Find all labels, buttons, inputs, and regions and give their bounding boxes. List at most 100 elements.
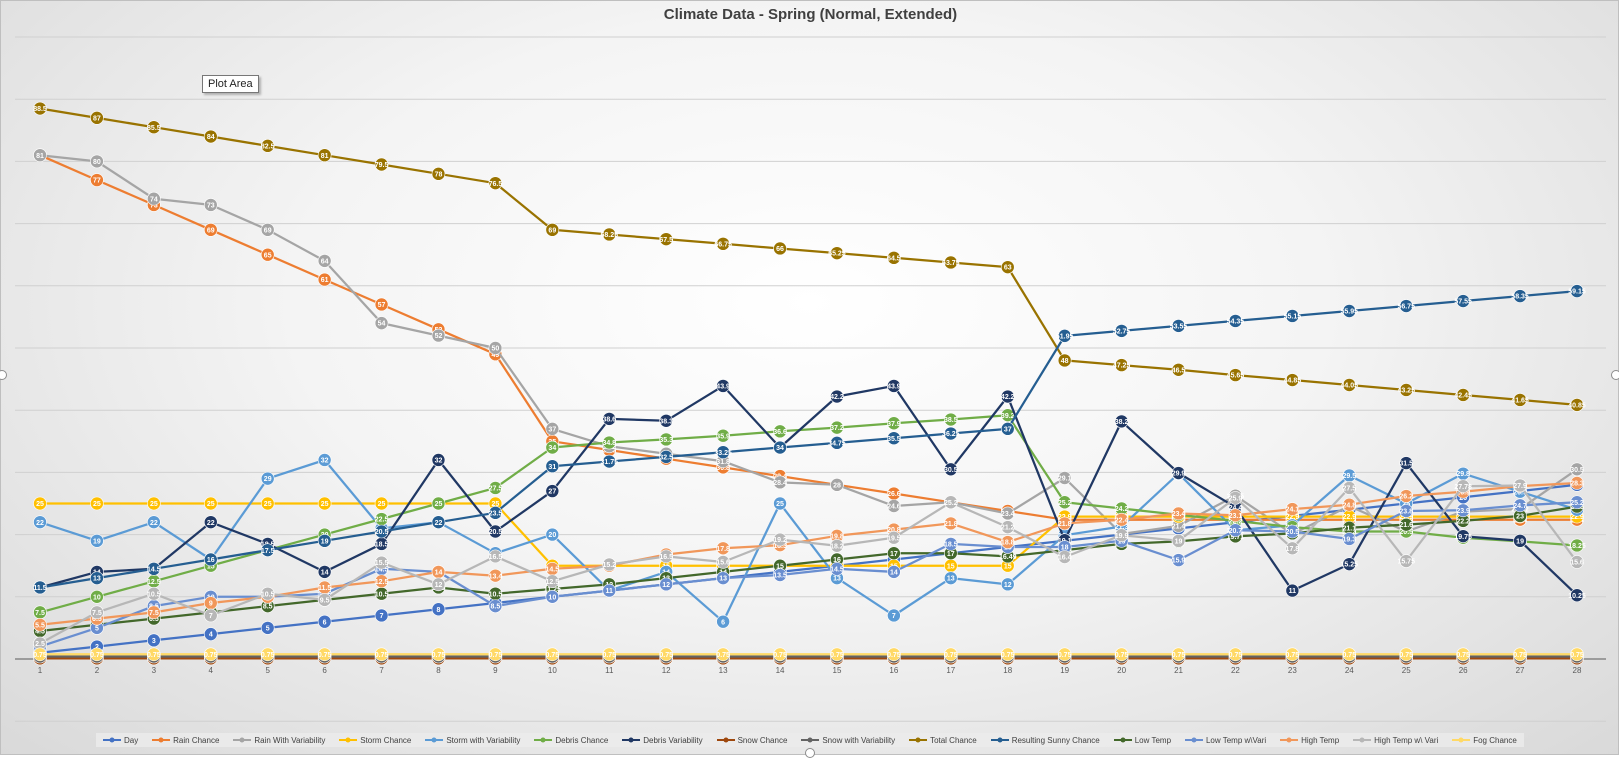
legend-item[interactable]: Total Chance [909, 736, 977, 745]
data-point [773, 241, 787, 256]
resize-handle-left[interactable] [0, 370, 7, 380]
data-label: 7 [892, 613, 896, 620]
data-point [374, 157, 389, 172]
data-point [659, 647, 673, 662]
legend-label: Rain With Variability [254, 735, 326, 745]
data-point [90, 647, 104, 662]
series-line [39, 154, 1578, 536]
data-label: 44.85 [1284, 378, 1302, 385]
data-label: 0.75 [1342, 652, 1356, 659]
x-tick-label: 8 [436, 666, 441, 675]
data-label: 0.75 [716, 652, 730, 659]
data-label: 37 [548, 426, 556, 433]
data-point [1570, 476, 1584, 490]
data-point [1513, 498, 1527, 513]
resize-handle-bottom[interactable] [805, 748, 815, 758]
data-label: 0.75 [1229, 652, 1243, 659]
x-tick-label: 6 [322, 666, 327, 675]
data-label: 15 [947, 563, 955, 570]
data-point [1000, 577, 1015, 592]
data-label: 50 [492, 346, 500, 353]
data-point [545, 527, 560, 542]
legend[interactable]: Day Rain Chance Rain With Variability Storm… [96, 733, 1524, 747]
data-label: 73 [150, 203, 158, 210]
data-point [1399, 383, 1414, 397]
legend-item[interactable]: Storm with Variability [425, 736, 520, 745]
data-point [260, 223, 275, 237]
legend-item[interactable]: High Temp w\ Vari [1353, 736, 1438, 745]
data-label: 32.5 [659, 454, 673, 461]
data-point [1114, 528, 1129, 543]
data-point [944, 255, 958, 270]
data-label: 2.5 [35, 641, 45, 648]
data-label: 78 [435, 171, 443, 178]
data-label: 24.7 [1513, 503, 1527, 510]
data-point [1399, 456, 1414, 470]
legend-label: High Temp w\ Vari [1374, 735, 1439, 745]
data-label: 27.78 [1454, 484, 1472, 491]
data-label: 16.5 [489, 554, 503, 561]
data-label: 35.3 [659, 437, 673, 444]
legend-item[interactable]: Resulting Sunny Chance [990, 736, 1100, 745]
data-label: 74 [150, 196, 158, 203]
legend-label: Fog Chance [1473, 735, 1517, 745]
data-point [90, 589, 104, 604]
legend-item[interactable]: Rain With Variability [233, 736, 325, 745]
data-point [203, 515, 218, 529]
data-point [1570, 538, 1584, 553]
data-label: 46.5 [1172, 367, 1186, 374]
data-label: 7.5 [92, 610, 102, 617]
legend-item[interactable]: Debris Chance [534, 736, 608, 745]
legend-item[interactable]: Snow Chance [716, 736, 787, 745]
data-point [431, 515, 446, 529]
legend-item[interactable]: Snow with Variability [801, 736, 895, 745]
data-point [773, 424, 787, 439]
legend-item[interactable]: Storm Chance [339, 736, 411, 745]
legend-swatch [233, 737, 252, 743]
data-label: 15.9 [1172, 558, 1186, 565]
legend-item[interactable]: High Temp [1280, 736, 1339, 745]
legend-item[interactable]: Debris Variability [622, 736, 703, 745]
legend-item[interactable]: Fog Chance [1452, 736, 1517, 745]
series-line [39, 384, 1578, 597]
legend-item[interactable]: Day [102, 736, 138, 745]
data-label: 5 [95, 626, 99, 633]
data-label: 34 [776, 445, 784, 452]
data-point [1000, 647, 1015, 662]
data-label: 25 [776, 501, 784, 508]
data-point [1285, 524, 1300, 539]
data-point [147, 562, 161, 576]
data-label: 53.55 [1170, 324, 1188, 331]
data-point [887, 379, 901, 393]
data-point [716, 379, 730, 393]
x-tick-label: 14 [776, 666, 785, 675]
legend-label: Debris Chance [555, 735, 609, 745]
data-label: 23.1 [1229, 513, 1243, 520]
data-label: 0.75 [432, 652, 446, 659]
x-tick-label: 4 [209, 666, 214, 675]
data-label: 22 [207, 520, 215, 527]
legend-item[interactable]: Rain Chance [152, 736, 219, 745]
data-label: 18 [1061, 545, 1069, 552]
x-tick-label: 27 [1516, 666, 1525, 675]
data-label: 45.65 [1227, 373, 1245, 380]
data-label: 22.9 [1570, 514, 1584, 521]
data-point [260, 496, 275, 511]
data-point [1000, 506, 1015, 521]
data-label: 64 [321, 259, 329, 266]
legend-item[interactable]: Low Temp [1113, 736, 1171, 745]
data-point [1456, 647, 1470, 662]
data-point [887, 431, 901, 445]
legend-item[interactable]: Low Temp w\Vari [1184, 736, 1266, 745]
data-label: 20.5 [1399, 529, 1413, 536]
data-label: 5.5 [35, 622, 45, 629]
data-label: 37.2 [830, 425, 844, 432]
data-label: 67.5 [659, 237, 673, 244]
data-label: 13.5 [773, 573, 787, 580]
data-point [488, 647, 503, 662]
data-label: 22.2 [1456, 519, 1470, 526]
resize-handle-right[interactable] [1611, 370, 1619, 380]
data-label: 7.5 [35, 610, 45, 617]
